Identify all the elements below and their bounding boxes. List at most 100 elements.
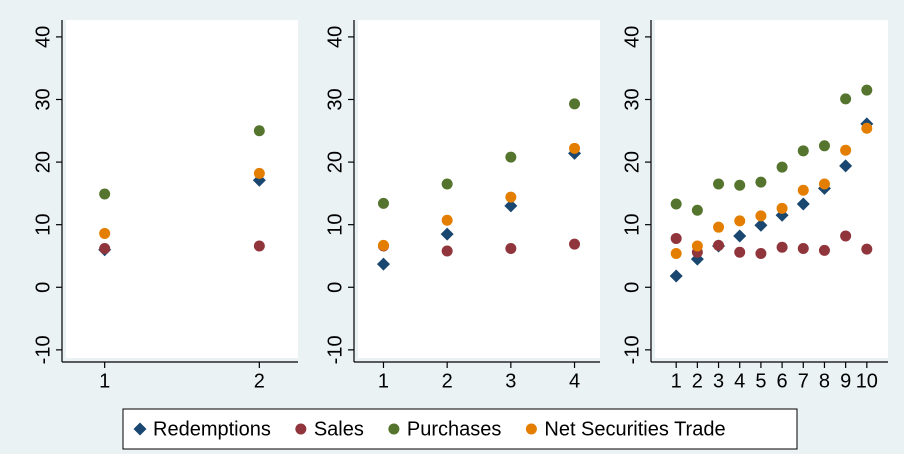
point [734, 179, 746, 191]
plot-area [66, 20, 298, 358]
point [504, 199, 518, 213]
y-tick-label: 40 [32, 26, 54, 48]
point [797, 145, 809, 157]
point [441, 178, 453, 190]
x-tick-label: 7 [798, 370, 809, 392]
x-tick-label: 2 [254, 370, 265, 392]
point [776, 241, 788, 253]
point [441, 214, 453, 226]
legend-marker [295, 423, 307, 435]
point [734, 246, 746, 258]
x-tick-label: 2 [442, 370, 453, 392]
point [691, 204, 703, 216]
point [818, 178, 830, 190]
point [734, 215, 746, 227]
point [441, 245, 453, 257]
point [713, 239, 725, 251]
point [253, 125, 265, 137]
y-tick-label: -10 [32, 335, 54, 364]
legend-marker [525, 423, 537, 435]
y-tick-label: 20 [621, 151, 643, 173]
point [569, 142, 581, 154]
point [861, 84, 873, 96]
point [669, 269, 683, 283]
point [253, 167, 265, 179]
y-tick-label: 10 [324, 214, 346, 236]
point [755, 247, 767, 259]
point [569, 98, 581, 110]
x-tick-label: 3 [713, 370, 724, 392]
point [670, 198, 682, 210]
point [797, 184, 809, 196]
x-tick-label: 9 [840, 370, 851, 392]
plot-area [655, 20, 888, 358]
x-tick-label: 3 [505, 370, 516, 392]
y-tick-label: 0 [621, 282, 643, 293]
point [505, 151, 517, 163]
legend-box [122, 408, 798, 450]
plot-area [358, 20, 600, 358]
x-tick-label: 1 [99, 370, 110, 392]
y-tick-label: 10 [621, 214, 643, 236]
x-tick-label: 2 [692, 370, 703, 392]
point [755, 210, 767, 222]
legend-marker [388, 423, 400, 435]
point [253, 240, 265, 252]
x-tick-label: 5 [755, 370, 766, 392]
y-tick-label: 20 [32, 151, 54, 173]
point [840, 144, 852, 156]
point [754, 218, 768, 232]
legend-label: Sales [314, 418, 364, 440]
legend-label: Net Securities Trade [544, 418, 725, 440]
point [440, 227, 454, 241]
y-tick-label: 40 [621, 26, 643, 48]
point [377, 197, 389, 209]
point [818, 244, 830, 256]
point [505, 242, 517, 254]
x-tick-label: 8 [819, 370, 830, 392]
y-tick-label: 30 [324, 88, 346, 110]
point [797, 242, 809, 254]
point [861, 122, 873, 134]
y-tick-label: 0 [32, 282, 54, 293]
x-tick-label: 4 [569, 370, 580, 392]
legend-label: Purchases [407, 418, 502, 440]
point [861, 243, 873, 255]
y-tick-label: -10 [324, 335, 346, 364]
y-tick-label: 30 [621, 88, 643, 110]
point [670, 247, 682, 259]
point [776, 161, 788, 173]
y-tick-label: 20 [324, 151, 346, 173]
y-tick-label: 10 [32, 214, 54, 236]
point [713, 221, 725, 233]
x-tick-label: 1 [671, 370, 682, 392]
point [713, 178, 725, 190]
legend-label: Redemptions [153, 418, 271, 440]
y-tick-label: 0 [324, 282, 346, 293]
point [505, 191, 517, 203]
point [733, 229, 747, 243]
point [691, 240, 703, 252]
y-tick-label: -10 [621, 335, 643, 364]
point [755, 176, 767, 188]
x-tick-label: 4 [734, 370, 745, 392]
x-tick-label: 1 [378, 370, 389, 392]
point [839, 159, 853, 173]
point [99, 242, 111, 254]
y-tick-label: 40 [324, 26, 346, 48]
y-tick-label: 30 [32, 88, 54, 110]
point [377, 239, 389, 251]
point [99, 188, 111, 200]
point [796, 197, 810, 211]
point [818, 140, 830, 152]
point [99, 227, 111, 239]
point [569, 238, 581, 250]
legend-marker [133, 422, 147, 436]
point [776, 202, 788, 214]
x-tick-label: 6 [777, 370, 788, 392]
x-tick-label: 10 [856, 370, 878, 392]
point [376, 257, 390, 271]
point [840, 93, 852, 105]
point [670, 232, 682, 244]
